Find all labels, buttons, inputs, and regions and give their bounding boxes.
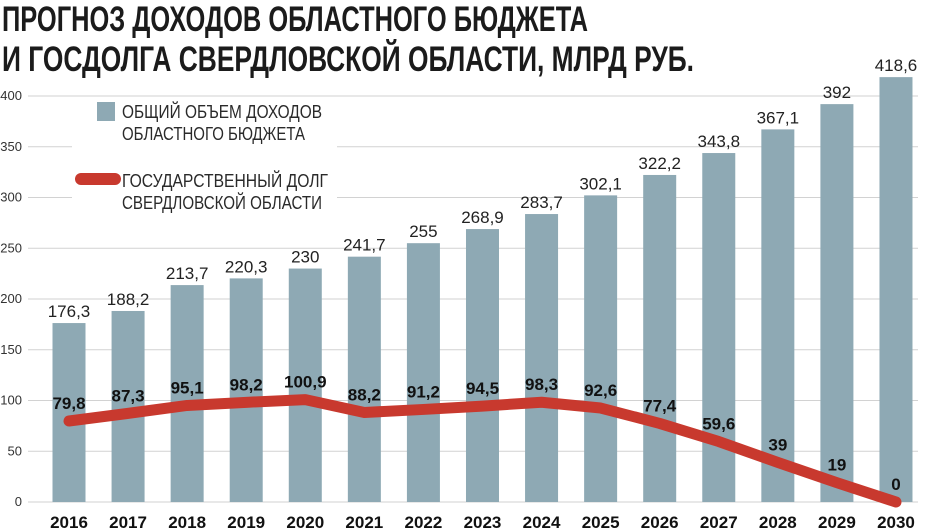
debt-value-label: 39 <box>768 435 787 454</box>
x-tick-label: 2027 <box>700 513 738 531</box>
x-tick-label: 2019 <box>227 513 265 531</box>
chart-title-line2: И ГОСДОЛГА СВЕРДЛОВСКОЙ ОБЛАСТИ, МЛРД РУ… <box>2 39 694 79</box>
revenue-bar <box>879 77 913 502</box>
legend-background <box>72 97 337 215</box>
revenue-bar <box>406 243 440 503</box>
revenue-bar <box>820 104 854 503</box>
debt-value-label: 98,2 <box>230 375 263 394</box>
revenue-bar <box>170 285 204 502</box>
revenue-bar-label: 322,2 <box>638 154 681 173</box>
debt-value-label: 92,6 <box>584 381 617 400</box>
revenue-bar-label: 283,7 <box>520 193 563 212</box>
x-tick-label: 2024 <box>523 513 561 531</box>
debt-value-label: 59,6 <box>702 415 735 434</box>
revenue-bar-label: 418,6 <box>875 56 918 75</box>
y-tick-label: 300 <box>0 190 22 205</box>
debt-value-label: 88,2 <box>348 385 381 404</box>
y-axis-tick-labels: 0 50 100 150 200 250 300 350 400 <box>0 88 22 509</box>
revenue-bar <box>52 323 86 502</box>
revenue-bar <box>347 256 381 502</box>
y-tick-label: 350 <box>0 139 22 154</box>
legend-bar-swatch <box>97 102 115 121</box>
debt-labels: 79,8 87,3 95,1 98,2 100,9 88,2 91,2 94,5 98,3 92,… <box>52 373 900 494</box>
revenue-bar <box>643 174 677 503</box>
y-tick-label: 50 <box>8 443 22 458</box>
debt-value-label: 19 <box>827 456 846 475</box>
y-tick-label: 250 <box>0 240 22 255</box>
x-tick-label: 2017 <box>109 513 147 531</box>
x-tick-label: 2030 <box>877 513 915 531</box>
revenue-bar-label: 230 <box>291 248 319 267</box>
debt-value-label: 100,9 <box>284 373 327 392</box>
legend-bar-label-line2: ОБЛАСТНОГО БЮДЖЕТА <box>122 124 305 144</box>
debt-value-label: 95,1 <box>171 378 204 397</box>
y-tick-label: 400 <box>0 88 22 103</box>
debt-value-label: 98,3 <box>525 375 558 394</box>
x-tick-label: 2028 <box>759 513 797 531</box>
debt-value-label: 77,4 <box>643 396 677 415</box>
y-tick-label: 200 <box>0 291 22 306</box>
revenue-bar-label: 188,2 <box>107 290 150 309</box>
revenue-bar <box>465 229 499 502</box>
revenue-bar <box>229 278 263 502</box>
y-tick-label: 100 <box>0 393 22 408</box>
legend-line-label-line1: ГОСУДАРСТВЕННЫЙ ДОЛГ <box>122 170 328 191</box>
y-tick-label: 0 <box>15 494 22 509</box>
revenue-bar-label: 176,3 <box>48 302 91 321</box>
y-tick-label: 150 <box>0 342 22 357</box>
debt-value-label: 87,3 <box>112 386 145 405</box>
x-tick-label: 2021 <box>345 513 383 531</box>
revenue-bar-label: 220,3 <box>225 257 268 276</box>
x-tick-label: 2018 <box>168 513 206 531</box>
revenue-bar-label: 343,8 <box>697 132 740 151</box>
revenue-bar-label: 392 <box>823 83 851 102</box>
revenue-bar-label: 302,1 <box>579 174 622 193</box>
debt-value-label: 79,8 <box>52 394 85 413</box>
revenue-bar-label: 268,9 <box>461 208 504 227</box>
revenue-bar-label: 255 <box>409 222 437 241</box>
debt-value-label: 91,2 <box>407 382 440 401</box>
chart-title-line1: ПРОГНОЗ ДОХОДОВ ОБЛАСТНОГО БЮДЖЕТА <box>2 0 588 39</box>
debt-value-label: 94,5 <box>466 379 499 398</box>
revenue-bar-labels: 176,3 188,2 213,7 220,3 230 241,7 255 268,9 283,… <box>48 56 918 321</box>
revenue-bar <box>584 195 618 502</box>
x-tick-label: 2016 <box>50 513 88 531</box>
revenue-bar-label: 367,1 <box>757 108 800 127</box>
x-tick-label: 2022 <box>405 513 443 531</box>
x-tick-label: 2026 <box>641 513 679 531</box>
x-tick-label: 2029 <box>818 513 856 531</box>
x-tick-label: 2023 <box>464 513 502 531</box>
legend-line-label-line2: СВЕРДЛОВСКОЙ ОБЛАСТИ <box>122 192 322 213</box>
x-tick-label: 2020 <box>286 513 324 531</box>
revenue-bar-label: 241,7 <box>343 236 386 255</box>
legend: ОБЩИЙ ОБЪЕМ ДОХОДОВ ОБЛАСТНОГО БЮДЖЕТА Г… <box>72 97 337 215</box>
debt-value-label: 0 <box>891 475 900 494</box>
revenue-bar <box>288 268 322 502</box>
x-axis-tick-labels: 2016 2017 2018 2019 2020 2021 2022 2023 2024 2025… <box>50 513 915 531</box>
revenue-bar <box>761 129 795 502</box>
legend-bar-label-line1: ОБЩИЙ ОБЪЕМ ДОХОДОВ <box>122 101 322 122</box>
revenue-bar-label: 213,7 <box>166 264 209 283</box>
x-tick-label: 2025 <box>582 513 620 531</box>
debt-series-line <box>63 394 902 508</box>
revenue-bar <box>525 214 559 502</box>
